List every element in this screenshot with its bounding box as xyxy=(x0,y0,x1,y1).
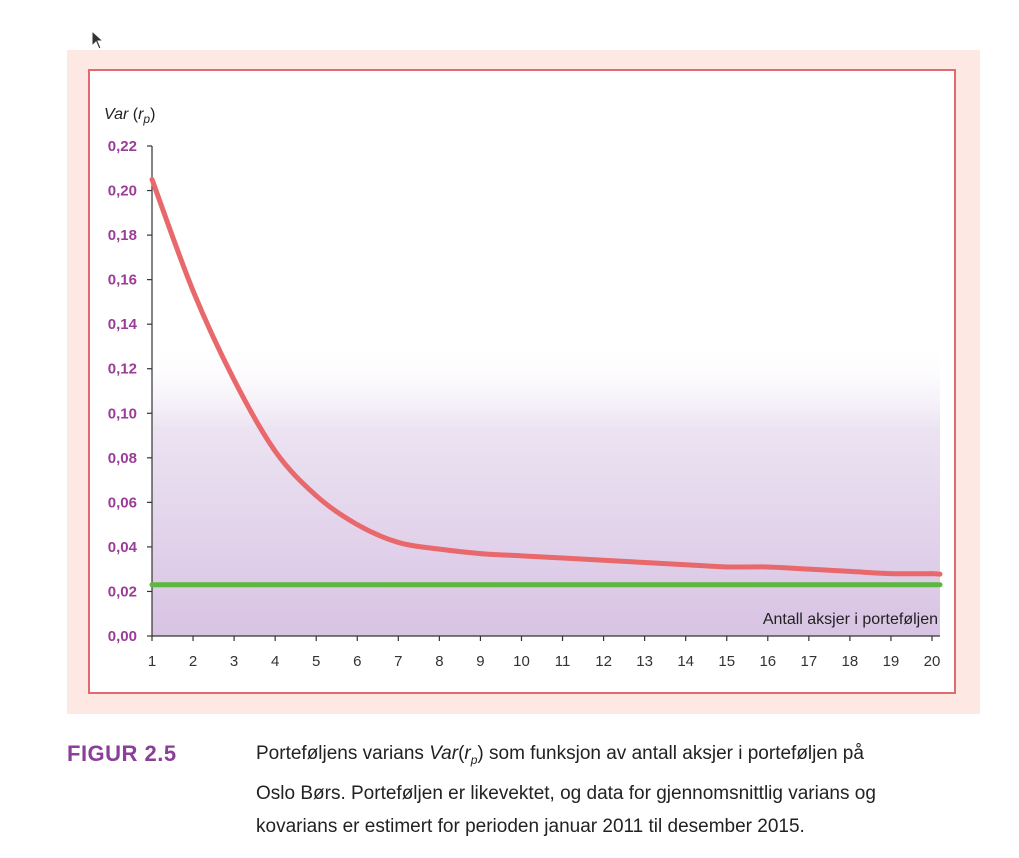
portfolio-variance-line xyxy=(149,176,943,577)
y-tick-label: 0,00 xyxy=(108,628,137,645)
x-tick-label: 12 xyxy=(595,653,612,670)
y-tick-label: 0,06 xyxy=(108,494,137,511)
y-tick-label: 0,14 xyxy=(108,316,138,333)
x-tick-label: 15 xyxy=(718,653,735,670)
y-tick-label: 0,18 xyxy=(108,227,137,244)
x-tick-label: 4 xyxy=(271,653,279,670)
y-tick-label: 0,04 xyxy=(108,539,138,556)
x-tick-label: 14 xyxy=(677,653,694,670)
x-tick-label: 2 xyxy=(189,653,197,670)
x-tick-label: 13 xyxy=(636,653,653,670)
variance-chart: 0,00 0,02 0,04 0,06 0,08 0,10 0,12 0,14 0,16 0,18… xyxy=(104,106,943,670)
y-tick-label: 0,22 xyxy=(108,138,137,155)
x-tick-label: 5 xyxy=(312,653,320,670)
y-tick-label: 0,02 xyxy=(108,583,137,600)
y-tick-label: 0,08 xyxy=(108,450,137,467)
x-tick-label: 20 xyxy=(924,653,941,670)
plot-area-fill xyxy=(152,340,940,636)
caption-line-3: kovarians er estimert for perioden janua… xyxy=(256,815,805,837)
caption-line-1: Porteføljens varians Var(rp) som funksjo… xyxy=(256,743,864,767)
x-tick-label: 10 xyxy=(513,653,530,670)
y-tick-label: 0,12 xyxy=(108,361,137,378)
x-tick-label: 1 xyxy=(148,653,156,670)
x-tick-label: 8 xyxy=(435,653,443,670)
x-tick-label: 9 xyxy=(476,653,484,670)
caption-line-2: Oslo Børs. Porteføljen er likevektet, og… xyxy=(256,782,876,804)
mouse-cursor-icon xyxy=(91,30,105,50)
figure-caption: Porteføljens varians Var(rp) som funksjo… xyxy=(256,737,986,843)
x-tick-label: 7 xyxy=(394,653,402,670)
y-tick-label: 0,16 xyxy=(108,272,137,289)
x-tick-label: 17 xyxy=(800,653,817,670)
y-tick-label: 0,20 xyxy=(108,183,137,200)
x-tick-label: 6 xyxy=(353,653,361,670)
x-tick-label: 16 xyxy=(759,653,776,670)
x-tick-label: 18 xyxy=(842,653,859,670)
y-axis-label: Var (rp) xyxy=(104,106,155,126)
x-tick-label: 19 xyxy=(883,653,900,670)
y-tick-label: 0,10 xyxy=(108,405,137,422)
x-tick-label: 11 xyxy=(555,653,571,670)
x-axis-label: Antall aksjer i porteføljen xyxy=(763,611,938,628)
figure-label: FIGUR 2.5 xyxy=(67,741,177,766)
x-tick-label: 3 xyxy=(230,653,238,670)
